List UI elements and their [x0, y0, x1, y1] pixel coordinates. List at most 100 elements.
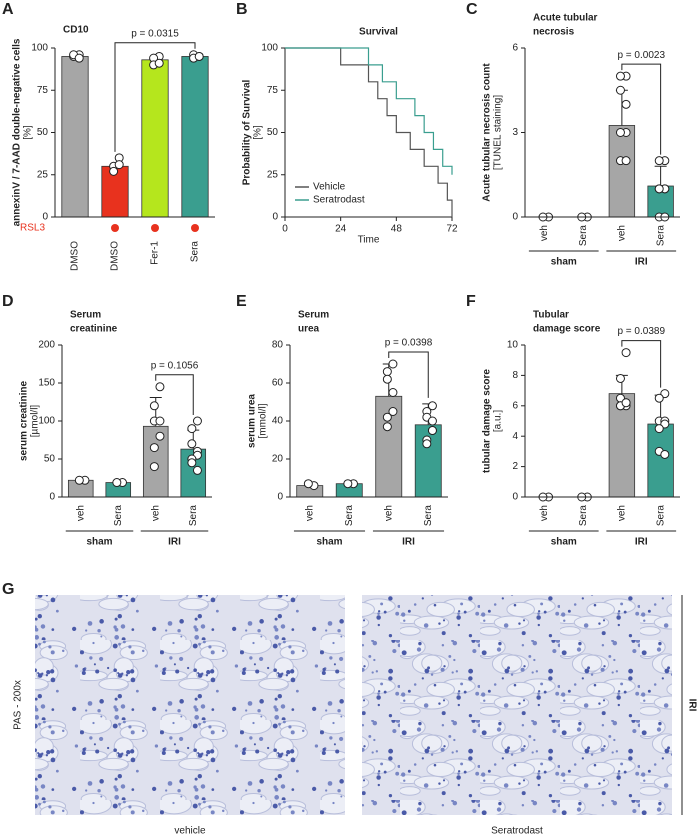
data-point: [114, 160, 124, 170]
significance-bracket: [114, 42, 196, 152]
y-tick-label: 75: [37, 85, 49, 96]
x-tick-label: veh: [75, 505, 86, 521]
data-point: [155, 382, 165, 392]
x-tick-label: Sera: [423, 505, 434, 527]
data-point: [194, 51, 204, 61]
y-tick-label: 60: [272, 378, 284, 389]
x-tick-label: Sera: [113, 505, 124, 527]
y-tick-label: 150: [38, 378, 55, 389]
y-tick-label: 100: [261, 43, 278, 54]
y-tick-label: 0: [49, 492, 55, 503]
chart-title: CD10: [63, 25, 89, 36]
data-point: [154, 58, 164, 68]
chart-title: damage score: [533, 324, 601, 335]
data-point: [615, 373, 625, 383]
p-value: p = 0.0398: [385, 338, 433, 349]
panel-letter: E: [236, 293, 247, 310]
image-label: vehicle: [174, 826, 206, 837]
histology-image: [35, 595, 345, 815]
x-tick-label: Sera: [655, 225, 666, 247]
panel-letter: F: [466, 293, 476, 310]
chart-title: creatinine: [70, 324, 118, 335]
bar: [608, 125, 636, 218]
data-point: [187, 458, 197, 468]
data-point: [615, 128, 625, 137]
data-point: [388, 388, 398, 397]
data-point: [192, 416, 202, 426]
x-tick-label: veh: [617, 225, 628, 241]
y-axis-label: [TUNEL staining]: [493, 95, 504, 170]
y-tick-label: 6: [512, 400, 518, 411]
x-tick-label: Fer-1: [150, 241, 161, 265]
y-tick-label: 3: [512, 127, 518, 138]
panel-letter: A: [2, 1, 14, 18]
data-point: [149, 443, 159, 453]
survival-curve: [285, 47, 453, 217]
error-bar: [654, 165, 667, 187]
data-point: [187, 439, 197, 449]
chart-title: Serum: [70, 310, 101, 321]
y-tick-label: 200: [38, 340, 55, 351]
histology-image: [362, 595, 672, 815]
data-point: [187, 424, 197, 434]
treatment-label: RSL3: [20, 223, 45, 234]
x-tick-label: Sera: [190, 241, 201, 263]
significance-bracket: [155, 374, 194, 415]
y-axis-label: [mmol/l]: [258, 403, 269, 438]
bar: [608, 393, 636, 498]
data-point: [109, 166, 119, 176]
data-point: [621, 99, 631, 109]
treatment-dot: [111, 224, 119, 232]
y-tick-label: 0: [512, 212, 518, 223]
y-tick-label: 50: [37, 127, 49, 138]
panel-letter: D: [2, 293, 14, 310]
data-point: [427, 401, 437, 411]
y-tick-label: 25: [267, 169, 279, 180]
chart-title: Tubular: [533, 310, 569, 321]
y-tick-label: 20: [272, 454, 284, 465]
data-point: [615, 85, 625, 95]
y-axis-label: [%]: [23, 125, 34, 140]
x-tick-label: veh: [539, 505, 550, 521]
y-tick-label: 2: [512, 461, 518, 472]
survival-curve: [285, 47, 453, 175]
x-tick-label: 24: [335, 224, 347, 235]
x-tick-label: veh: [304, 505, 315, 521]
y-axis-label: serum urea: [247, 394, 258, 448]
x-axis-label: Time: [358, 235, 380, 246]
y-tick-label: 80: [272, 340, 284, 351]
significance-bracket: [621, 340, 662, 388]
y-axis-label: serum creatinine: [19, 381, 30, 461]
data-point: [654, 184, 664, 194]
data-point: [427, 426, 437, 435]
data-point: [660, 449, 670, 459]
data-point: [422, 439, 432, 449]
x-tick-label: Sera: [578, 505, 589, 527]
y-tick-label: 0: [42, 212, 48, 223]
y-axis-label: [%]: [253, 125, 264, 140]
significance-bracket: [388, 351, 429, 398]
y-axis-label: annexinV / 7-AAD double-negative cells: [12, 38, 23, 226]
y-tick-label: 40: [272, 416, 284, 427]
panel-letter: C: [466, 1, 478, 18]
data-point: [112, 478, 122, 488]
data-point: [654, 156, 664, 166]
group-label: IRI: [635, 257, 648, 268]
chart-title: Survival: [359, 27, 398, 38]
data-point: [155, 431, 165, 441]
data-point: [382, 422, 392, 432]
y-tick-label: 100: [31, 43, 48, 54]
legend-label: Seratrodast: [313, 195, 365, 206]
p-value: p = 0.0315: [131, 28, 179, 39]
x-tick-label: 72: [446, 224, 458, 235]
treatment-dot: [151, 224, 159, 232]
x-tick-label: Sera: [655, 505, 666, 527]
x-tick-label: veh: [617, 505, 628, 521]
data-point: [621, 348, 631, 358]
chart-title: Serum: [298, 310, 329, 321]
group-label: sham: [316, 537, 342, 548]
data-point: [621, 398, 631, 408]
y-tick-label: 10: [507, 340, 519, 351]
stain-label: PAS - 200x: [13, 680, 24, 730]
data-point: [149, 401, 159, 411]
